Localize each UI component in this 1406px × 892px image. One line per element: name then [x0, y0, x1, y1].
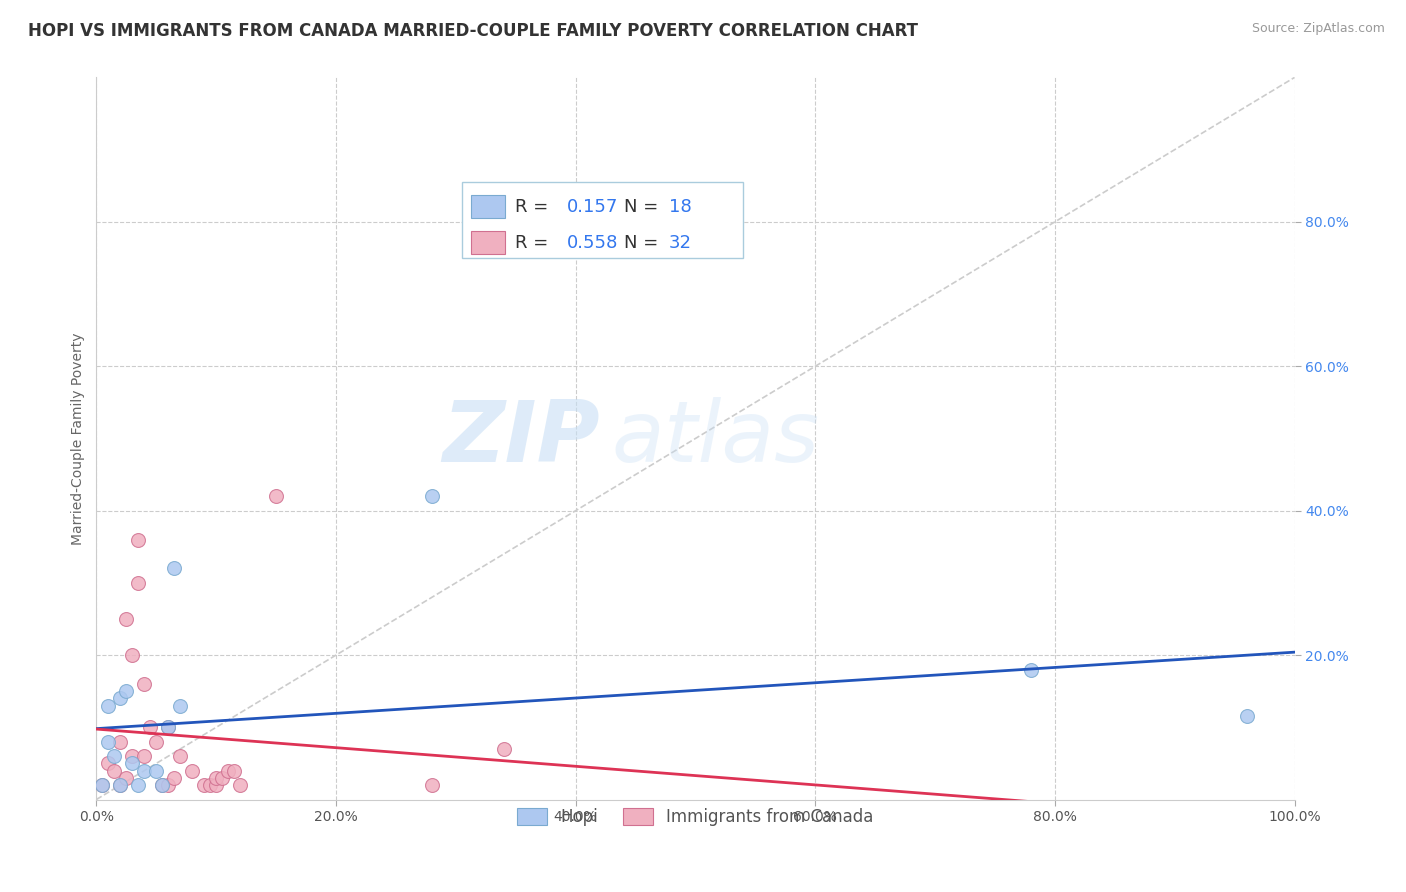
- Point: [150, 778, 173, 792]
- Point: [157, 720, 180, 734]
- Point: [420, 778, 443, 792]
- Point: [224, 764, 246, 778]
- Point: [1019, 663, 1042, 677]
- Point: [103, 764, 125, 778]
- Point: [115, 612, 138, 626]
- Point: [127, 575, 149, 590]
- Point: [163, 561, 186, 575]
- Text: 0.558: 0.558: [567, 234, 619, 252]
- FancyBboxPatch shape: [471, 195, 505, 219]
- Point: [127, 778, 149, 792]
- Text: atlas: atlas: [612, 397, 820, 480]
- Text: N =: N =: [623, 234, 664, 252]
- Point: [115, 771, 138, 785]
- Legend: Hopi, Immigrants from Canada: Hopi, Immigrants from Canada: [509, 800, 882, 835]
- Point: [205, 771, 228, 785]
- Text: 32: 32: [669, 234, 692, 252]
- Point: [217, 764, 239, 778]
- Point: [103, 749, 125, 764]
- Point: [150, 778, 173, 792]
- Y-axis label: Married-Couple Family Poverty: Married-Couple Family Poverty: [72, 332, 86, 545]
- Point: [110, 691, 132, 706]
- Point: [205, 778, 228, 792]
- Point: [110, 735, 132, 749]
- Point: [211, 771, 233, 785]
- Point: [163, 771, 186, 785]
- Point: [492, 742, 515, 756]
- Point: [198, 778, 221, 792]
- Point: [145, 764, 167, 778]
- Point: [91, 778, 114, 792]
- Point: [157, 720, 180, 734]
- Point: [264, 489, 287, 503]
- Point: [127, 533, 149, 547]
- Point: [229, 778, 252, 792]
- Point: [169, 698, 191, 713]
- Text: 0.157: 0.157: [567, 198, 619, 216]
- Point: [139, 720, 162, 734]
- FancyBboxPatch shape: [461, 182, 744, 258]
- Point: [145, 735, 167, 749]
- Point: [420, 489, 443, 503]
- Point: [97, 756, 120, 771]
- Point: [181, 764, 204, 778]
- Point: [193, 778, 215, 792]
- Text: R =: R =: [515, 198, 554, 216]
- Point: [91, 778, 114, 792]
- Point: [121, 648, 143, 662]
- Point: [97, 698, 120, 713]
- Point: [115, 684, 138, 698]
- Point: [134, 749, 156, 764]
- Point: [97, 735, 120, 749]
- FancyBboxPatch shape: [471, 231, 505, 254]
- Point: [121, 749, 143, 764]
- Point: [169, 749, 191, 764]
- Point: [134, 764, 156, 778]
- Text: ZIP: ZIP: [441, 397, 599, 480]
- Text: R =: R =: [515, 234, 554, 252]
- Point: [110, 778, 132, 792]
- Point: [157, 778, 180, 792]
- Point: [121, 756, 143, 771]
- Point: [134, 677, 156, 691]
- Point: [1236, 709, 1258, 723]
- Text: Source: ZipAtlas.com: Source: ZipAtlas.com: [1251, 22, 1385, 36]
- Point: [110, 778, 132, 792]
- Text: HOPI VS IMMIGRANTS FROM CANADA MARRIED-COUPLE FAMILY POVERTY CORRELATION CHART: HOPI VS IMMIGRANTS FROM CANADA MARRIED-C…: [28, 22, 918, 40]
- Text: 18: 18: [669, 198, 692, 216]
- Text: N =: N =: [623, 198, 664, 216]
